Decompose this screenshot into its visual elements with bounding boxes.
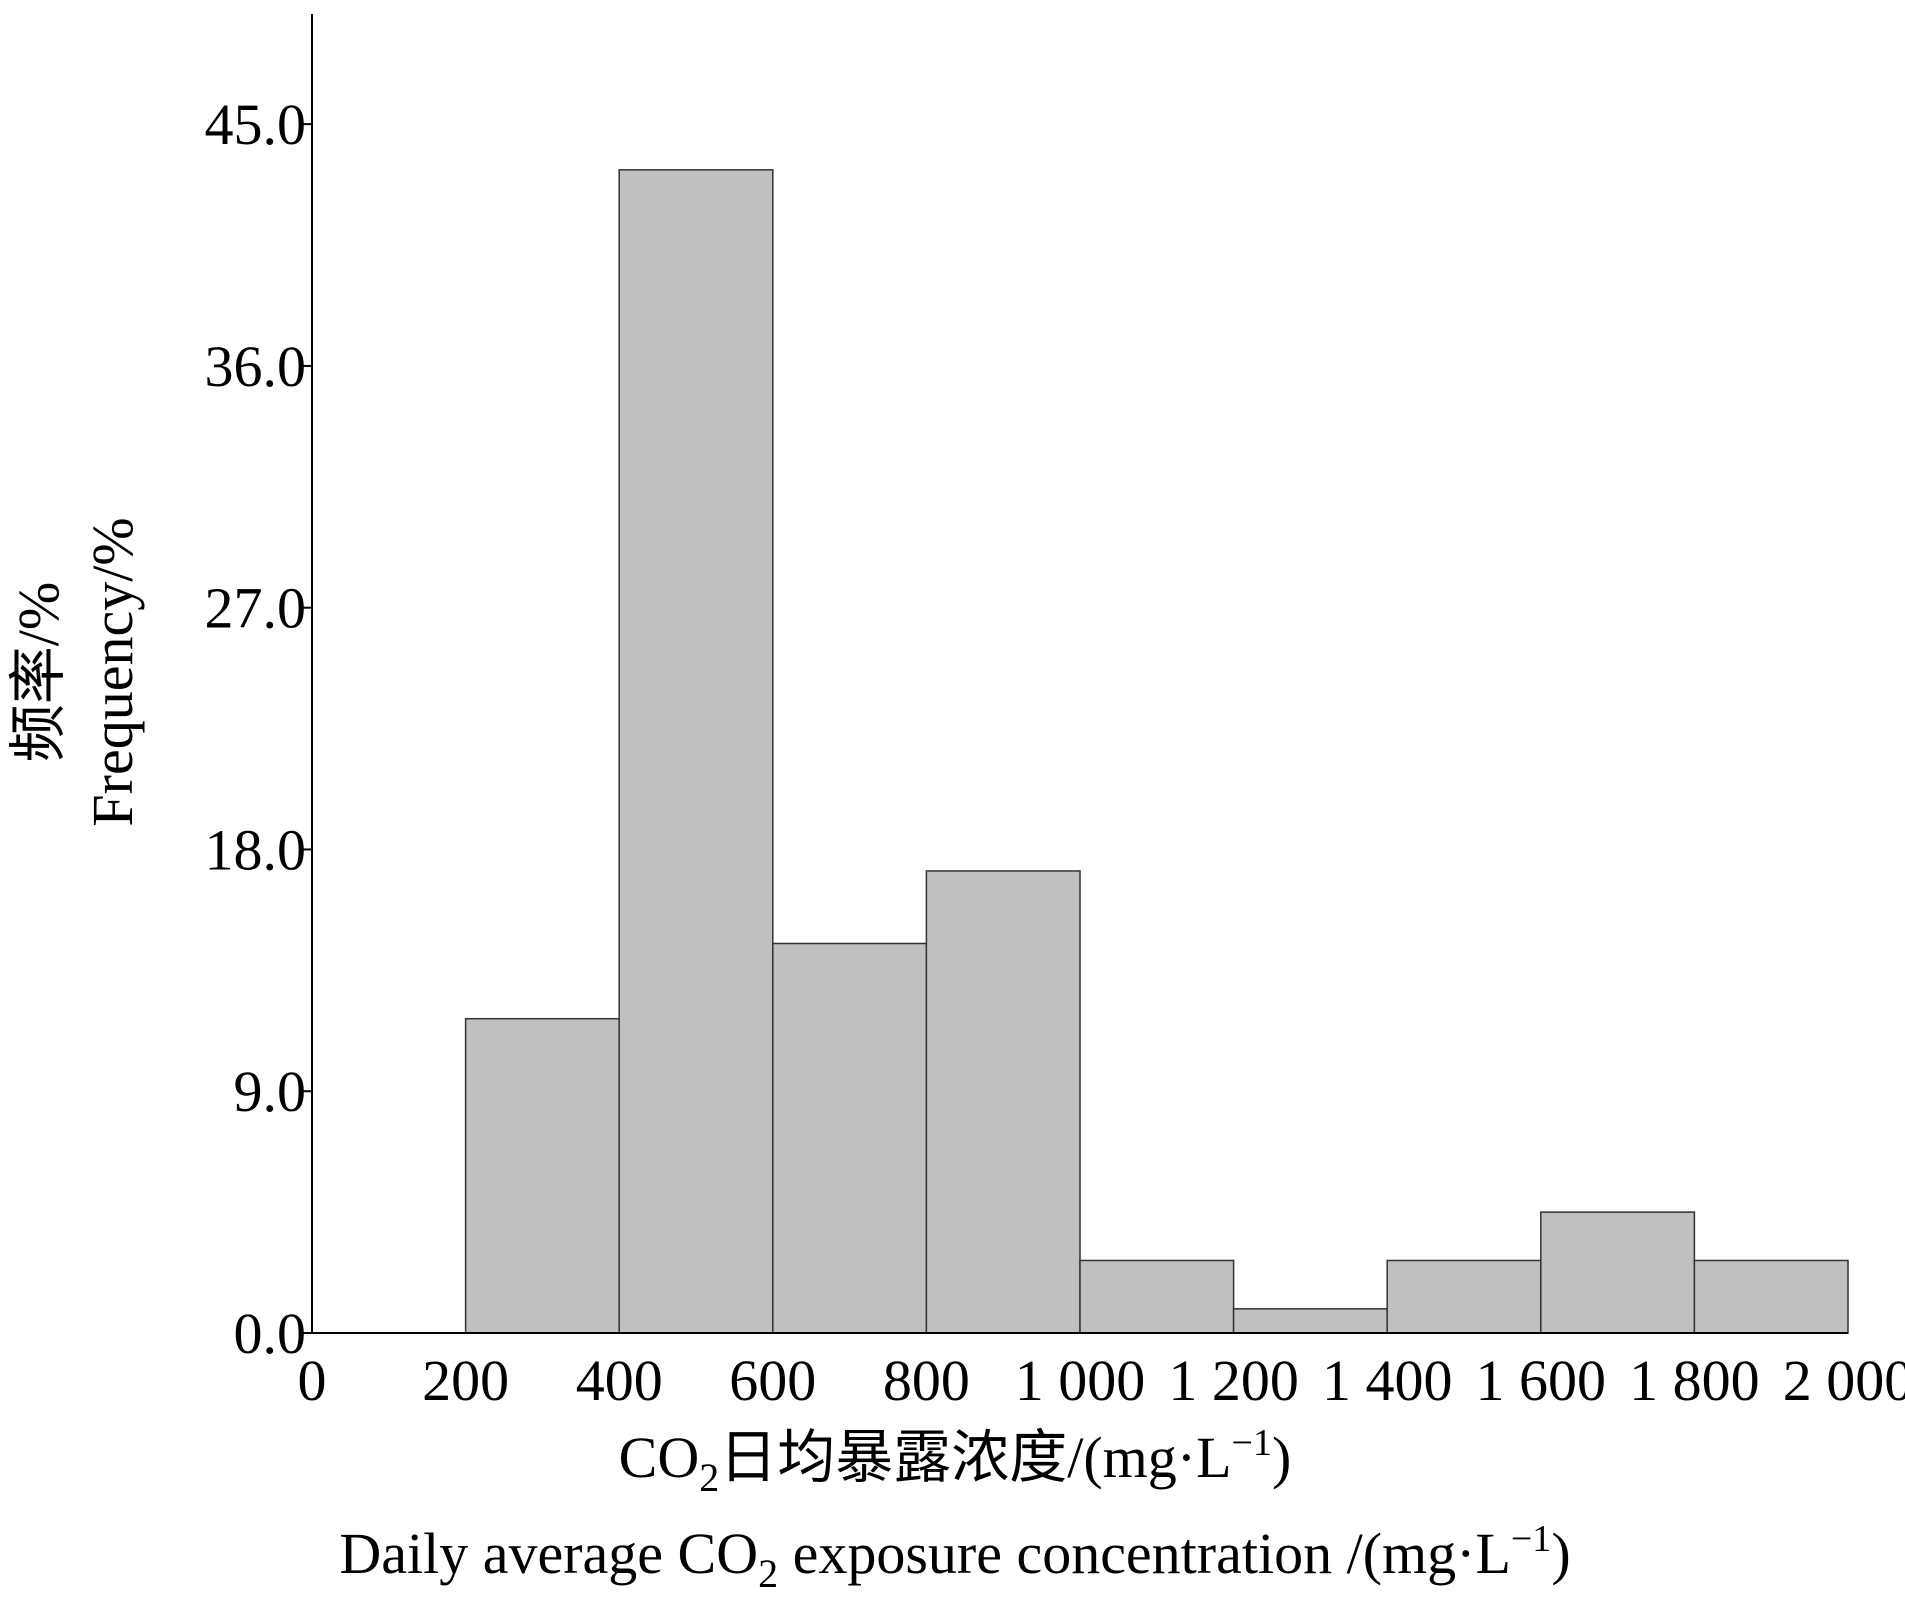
x-tick-label: 200	[422, 1348, 509, 1413]
bars-layer	[466, 170, 1848, 1333]
y-axis-title-en: Frequency/%	[80, 517, 145, 826]
y-tick-label: 18.0	[205, 817, 307, 882]
histogram-bar-1600-1800	[1541, 1212, 1695, 1333]
histogram-bar-1000-1200	[1080, 1260, 1234, 1333]
histogram-bar-200-400	[466, 1019, 620, 1333]
x-tick-label: 1 000	[1015, 1348, 1146, 1413]
x-tick-label: 0	[298, 1348, 327, 1413]
x-tick-label: 1 200	[1168, 1348, 1299, 1413]
y-ticks: 0.0 9.0 18.0 27.0 36.0 45.0	[205, 92, 313, 1366]
x-tick-label: 2 000	[1783, 1348, 1905, 1413]
y-tick-label: 45.0	[205, 92, 307, 157]
histogram-bar-1400-1600	[1387, 1260, 1541, 1333]
x-ticks: 0 200 400 600 800 1 000 1 200 1 400 1 600 1 800 2 …	[298, 1348, 1905, 1413]
x-tick-label: 800	[883, 1348, 970, 1413]
y-tick-label: 36.0	[205, 334, 307, 399]
y-tick-label: 27.0	[205, 576, 307, 641]
x-axis-title-cn: CO2日均暴露浓度/(mg·L−1)	[619, 1422, 1292, 1500]
x-tick-label: 1 800	[1629, 1348, 1760, 1413]
histogram-bar-800-1000	[926, 871, 1080, 1333]
x-tick-label: 1 400	[1322, 1348, 1453, 1413]
x-axis-title-en: Daily average CO2 exposure concentration…	[339, 1518, 1570, 1596]
x-tick-label: 400	[576, 1348, 663, 1413]
y-tick-label: 0.0	[234, 1301, 307, 1366]
histogram-bar-600-800	[773, 943, 927, 1333]
y-axis-title-cn: 频率/%	[6, 582, 71, 762]
x-tick-label: 600	[729, 1348, 816, 1413]
histogram-bar-1800-2000	[1694, 1260, 1848, 1333]
x-tick-label: 1 600	[1476, 1348, 1607, 1413]
histogram-bar-1200-1400	[1234, 1309, 1388, 1333]
y-tick-label: 9.0	[234, 1059, 307, 1124]
histogram-bar-400-600	[619, 170, 773, 1333]
